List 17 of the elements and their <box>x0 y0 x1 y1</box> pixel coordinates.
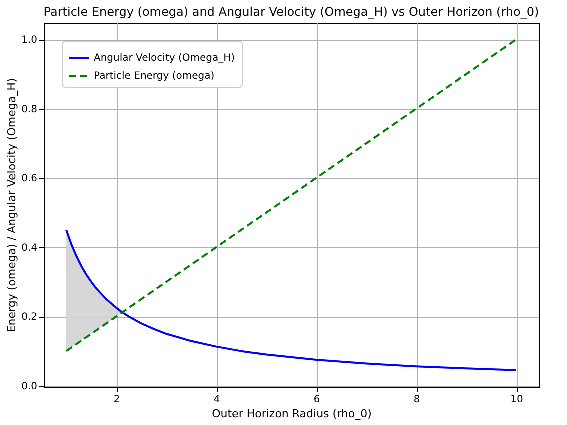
legend-label: Particle Energy (omega) <box>94 71 215 82</box>
line-series <box>66 229 518 372</box>
y-tick-label: 0.4 <box>22 242 38 254</box>
x-tick-label: 10 <box>510 394 524 406</box>
x-tick-label: 8 <box>414 394 420 406</box>
chart-title: Particle Energy (omega) and Angular Velocity (Omega_H) vs Outer Horizon (rho_0) <box>44 5 540 19</box>
y-tick-label: 0.2 <box>22 312 38 324</box>
y-tick-label: 0.6 <box>22 174 38 185</box>
x-tick-label: 4 <box>214 394 220 406</box>
x-axis-title: Outer Horizon Radius (rho_0) <box>212 408 372 420</box>
y-tick-label: 0.0 <box>22 381 38 392</box>
x-tick-label: 6 <box>314 394 320 406</box>
y-axis-title: Energy (omega) / Angular Velocity (Omega_H) <box>6 78 19 333</box>
y-tick-label: 0.8 <box>22 104 38 116</box>
legend-label: Angular Velocity (Omega_H) <box>94 53 236 64</box>
y-tick-label: 1.0 <box>22 35 38 46</box>
x-tick-label: 2 <box>114 394 120 406</box>
